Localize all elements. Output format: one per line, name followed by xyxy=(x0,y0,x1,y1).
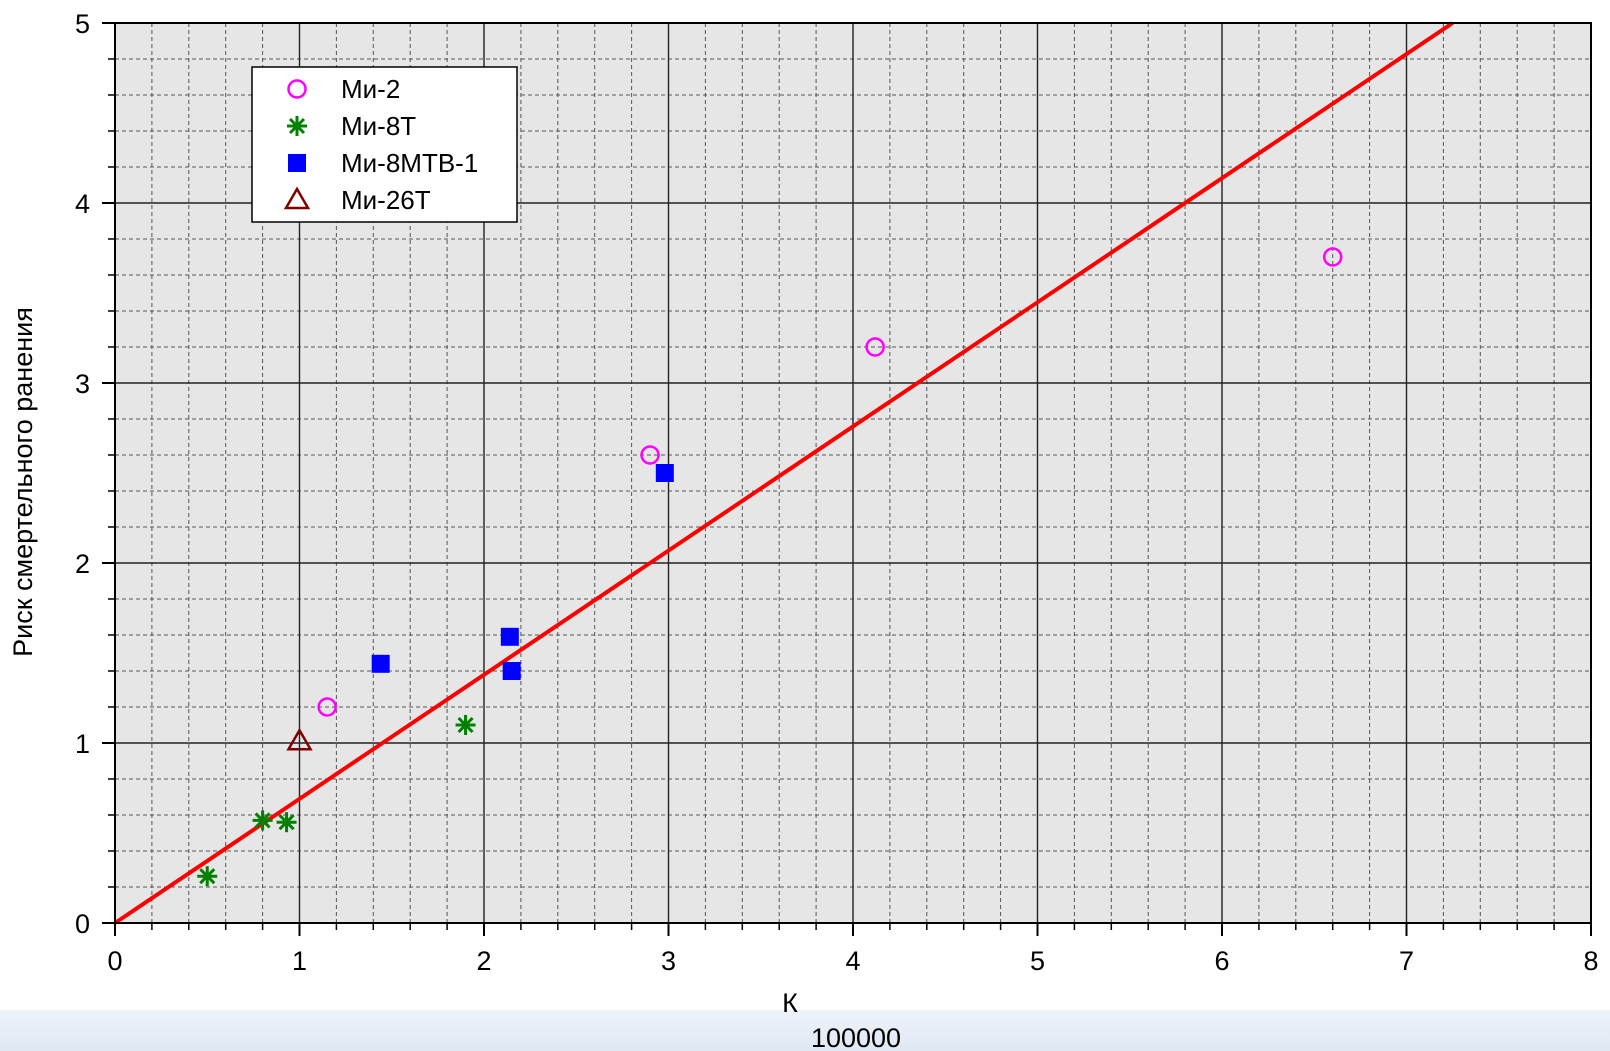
legend-marker xyxy=(283,186,311,210)
legend: Ми-2 Ми-8Т Ми-8МТВ-1 Ми-26Т xyxy=(251,66,518,223)
x-tick-label: 0 xyxy=(107,946,122,976)
x-tick-label: 1 xyxy=(292,946,307,976)
tick-labels: 0 1 2 3 4 5 6 7 8 0 1 2 3 4 5 xyxy=(75,9,1599,976)
legend-box xyxy=(251,66,518,223)
data-point xyxy=(640,445,660,465)
legend-label: Ми-8Т xyxy=(341,111,416,141)
legend-label: Ми-8МТВ-1 xyxy=(341,148,478,178)
legend-marker xyxy=(287,116,307,136)
bottom-band xyxy=(0,1010,1610,1051)
x-axis-subtitle: 100000 xyxy=(811,1023,901,1051)
y-tick-label: 1 xyxy=(75,729,90,759)
y-tick-label: 0 xyxy=(75,909,90,939)
data-point xyxy=(502,662,521,680)
fit-line-group xyxy=(113,21,1454,925)
legend-label: Ми-2 xyxy=(341,74,400,104)
x-tick-label: 2 xyxy=(476,946,491,976)
y-tick-label: 4 xyxy=(75,189,90,219)
plot-frame xyxy=(114,22,1592,924)
x-tick-label: 5 xyxy=(1030,946,1045,976)
x-tick-label: 8 xyxy=(1583,946,1598,976)
data-point xyxy=(865,337,885,357)
data-point xyxy=(197,866,218,887)
y-axis-title: Риск смертельного ранения xyxy=(8,307,38,657)
legend-marker xyxy=(287,79,307,99)
data-point xyxy=(371,654,390,673)
x-tick-label: 4 xyxy=(845,946,860,976)
data-points xyxy=(197,247,1343,887)
y-tick-label: 5 xyxy=(75,9,90,39)
x-tick-label: 7 xyxy=(1399,946,1414,976)
data-point xyxy=(286,727,313,751)
axis-ticks xyxy=(102,22,1592,936)
fit-line xyxy=(113,21,1454,925)
legend-label: Ми-26Т xyxy=(341,185,431,215)
data-point xyxy=(1322,247,1343,267)
data-point xyxy=(455,715,476,735)
data-point xyxy=(317,697,337,717)
data-point xyxy=(252,810,273,831)
legend-marker xyxy=(288,154,306,172)
x-axis-title: К xyxy=(782,988,798,1018)
data-point xyxy=(276,812,297,833)
data-point xyxy=(655,464,674,482)
data-point xyxy=(500,627,519,646)
x-tick-label: 3 xyxy=(661,946,676,976)
x-tick-label: 6 xyxy=(1214,946,1229,976)
y-tick-label: 3 xyxy=(75,369,90,399)
y-tick-label: 2 xyxy=(75,549,90,579)
